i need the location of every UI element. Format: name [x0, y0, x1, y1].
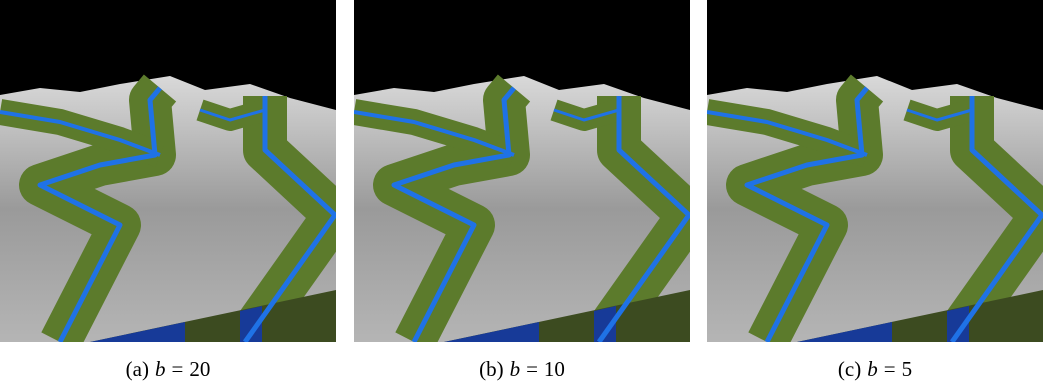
terrain-render	[0, 0, 336, 342]
caption-value: 20	[189, 357, 210, 381]
caption-label: (a)	[126, 357, 149, 381]
terrain-render	[354, 0, 690, 342]
caption-variable: b	[867, 357, 878, 381]
figure: (a)b=20(b)b=10(c)b=5	[0, 0, 1043, 392]
caption-value: 10	[544, 357, 565, 381]
caption-variable: b	[155, 357, 166, 381]
caption-relation: =	[171, 357, 183, 381]
caption-label: (c)	[838, 357, 861, 381]
terrain-image	[354, 0, 690, 342]
terrain-image	[707, 0, 1043, 342]
page: (a)b=20(b)b=10(c)b=5 (() => { const data…	[0, 0, 1043, 392]
terrain-render	[707, 0, 1043, 342]
caption: (b)b=10	[479, 357, 565, 381]
caption-variable: b	[510, 357, 521, 381]
terrain-image	[0, 0, 336, 342]
caption: (c) b=5	[838, 357, 912, 381]
caption-relation: =	[884, 357, 896, 381]
caption-value: 5	[902, 357, 913, 381]
caption: (a) b=20	[126, 357, 211, 381]
caption-relation: =	[526, 357, 538, 381]
caption-label: (b)	[479, 357, 504, 381]
